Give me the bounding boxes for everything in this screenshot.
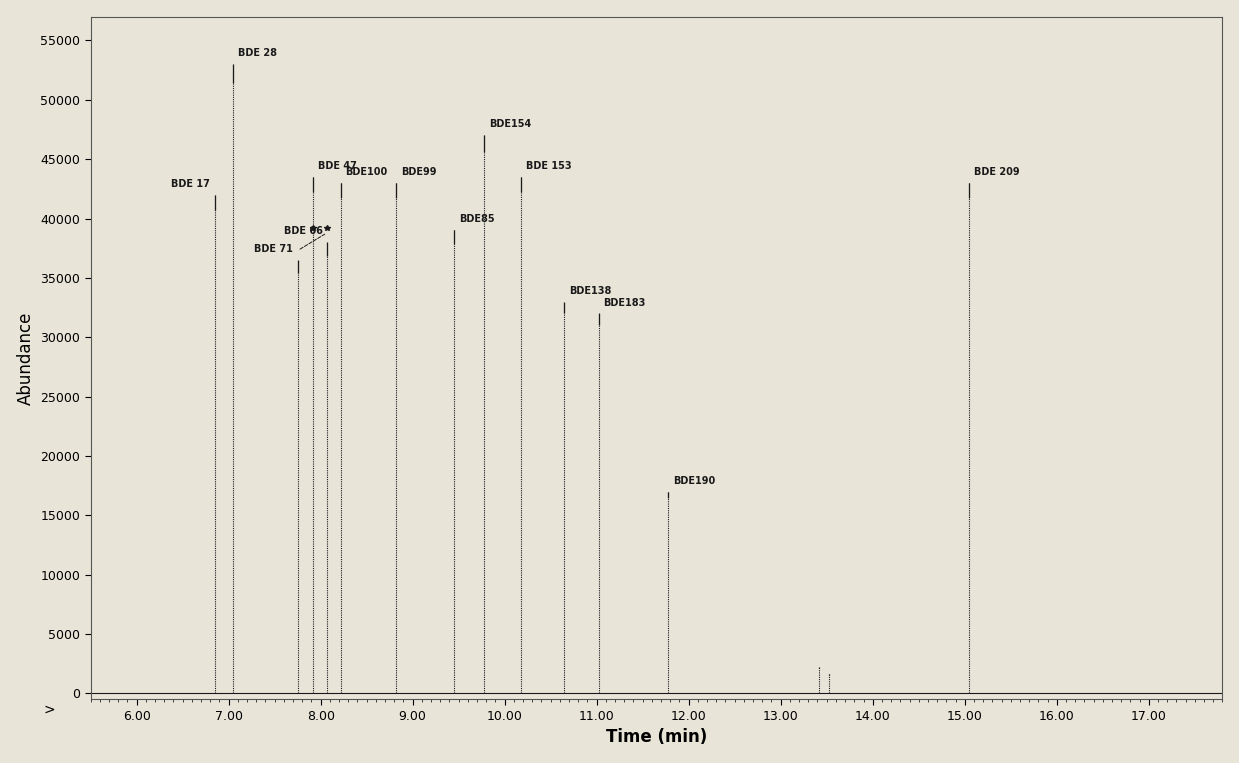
Text: BDE 209: BDE 209 (974, 167, 1020, 177)
Text: BDE100: BDE100 (346, 167, 388, 177)
Text: BDE190: BDE190 (673, 475, 715, 485)
Text: BDE138: BDE138 (569, 285, 612, 296)
Text: BDE99: BDE99 (400, 167, 436, 177)
Text: BDE85: BDE85 (458, 214, 494, 224)
Text: BDE154: BDE154 (489, 120, 532, 130)
Text: BDE183: BDE183 (603, 298, 646, 307)
Text: BDE 153: BDE 153 (525, 161, 571, 171)
X-axis label: Time (min): Time (min) (606, 729, 707, 746)
Text: BDE 71: BDE 71 (254, 244, 294, 254)
Text: BDE 17: BDE 17 (171, 179, 211, 188)
Text: BDE 47: BDE 47 (318, 161, 357, 171)
Text: >: > (43, 703, 55, 716)
Text: BDE 66: BDE 66 (284, 227, 322, 237)
Y-axis label: Abundance: Abundance (16, 311, 35, 404)
Text: BDE 28: BDE 28 (238, 48, 276, 58)
